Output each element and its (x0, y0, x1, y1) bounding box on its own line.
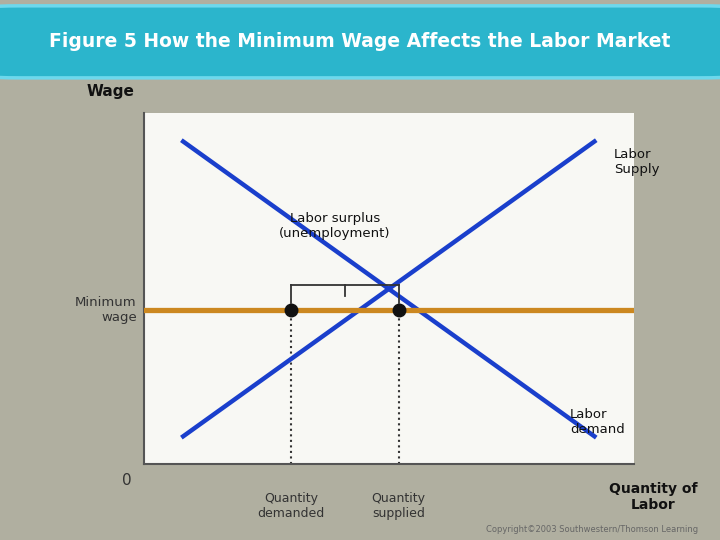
Text: Quantity
demanded: Quantity demanded (257, 492, 325, 521)
Text: Quantity of
Labor: Quantity of Labor (609, 482, 698, 512)
FancyBboxPatch shape (0, 6, 720, 78)
Text: 0: 0 (122, 473, 132, 488)
Text: Wage: Wage (86, 84, 134, 99)
Text: Labor
demand: Labor demand (570, 408, 625, 436)
Text: Copyright©2003 Southwestern/Thomson Learning: Copyright©2003 Southwestern/Thomson Lear… (486, 524, 698, 534)
Text: Quantity
supplied: Quantity supplied (372, 492, 426, 521)
Text: Labor surplus
(unemployment): Labor surplus (unemployment) (279, 212, 391, 240)
Text: Minimum
wage: Minimum wage (75, 296, 137, 324)
Text: Figure 5 How the Minimum Wage Affects the Labor Market: Figure 5 How the Minimum Wage Affects th… (49, 32, 671, 51)
Text: Labor
Supply: Labor Supply (614, 148, 660, 177)
